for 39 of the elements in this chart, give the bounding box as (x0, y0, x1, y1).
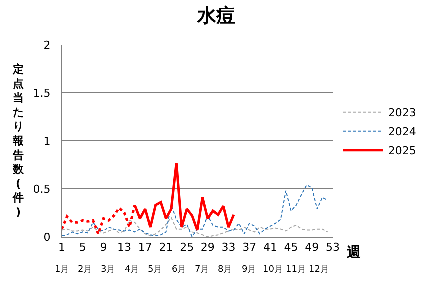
text: 4月 (125, 265, 140, 275)
x-tick-label: 25 (180, 241, 194, 254)
y-tick-label: 1 (44, 134, 51, 148)
text: 定点当たり報告数(件) (13, 63, 24, 219)
x-axis-title: 週 (346, 245, 362, 261)
legend-label: 2024 (388, 126, 416, 139)
legend-label: 2023 (388, 106, 416, 120)
legend-label: 2025 (388, 144, 416, 158)
x-tick-label: 9 (100, 241, 108, 254)
text: 12月 (309, 265, 330, 275)
text: 7月 (195, 265, 210, 275)
x-tick-label: 5 (79, 241, 86, 254)
line-series (62, 184, 328, 237)
text: 8月 (218, 265, 233, 275)
x-tick-label: 1 (58, 241, 66, 254)
text: 10月 (263, 265, 284, 275)
x-tick-label: 49 (305, 241, 320, 254)
x-tick-label: 45 (284, 241, 298, 254)
x-tick-label: 33 (222, 241, 236, 254)
text: 11月 (286, 265, 306, 275)
line-series (62, 217, 328, 237)
text: 2月 (78, 265, 93, 275)
x-tick-label: 37 (242, 241, 257, 254)
text: 9月 (242, 265, 257, 275)
x-tick-label: 13 (118, 241, 132, 254)
y-tick-label: 1.5 (33, 86, 51, 100)
y-tick-label: 0.5 (33, 182, 51, 196)
y-tick-label: 0 (44, 230, 51, 244)
x-tick-label: 17 (138, 241, 152, 254)
y-tick-label: 2 (44, 38, 51, 52)
text: 5月 (148, 265, 163, 275)
text: 6月 (172, 265, 187, 275)
x-tick-label: 41 (263, 241, 278, 254)
x-tick-label: 21 (159, 241, 174, 254)
chart-title: 水痘 (196, 4, 236, 27)
text: 1月 (55, 265, 70, 275)
text: 3月 (101, 265, 116, 275)
x-tick-label: 29 (200, 241, 215, 254)
x-tick-label: 53 (326, 241, 340, 254)
